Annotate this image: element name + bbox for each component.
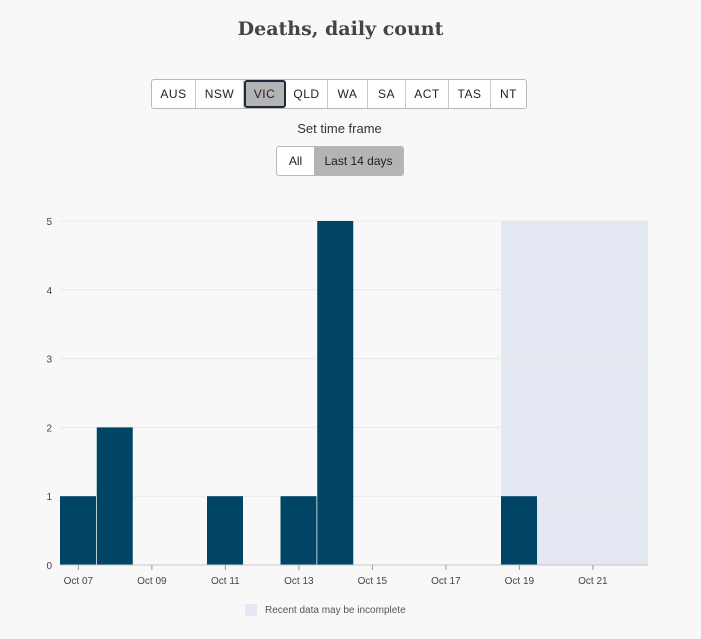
y-tick-label: 1 [46, 492, 52, 503]
region-button-qld[interactable]: QLD [286, 80, 328, 108]
region-button-wa[interactable]: WA [328, 80, 368, 108]
bar-oct-11 [207, 496, 243, 565]
x-tick-label: Oct 11 [211, 576, 240, 587]
region-button-act[interactable]: ACT [406, 80, 449, 108]
x-tick-label: Oct 17 [431, 576, 461, 587]
bar-oct-08 [96, 427, 133, 565]
bar-oct-13 [280, 496, 317, 565]
bar-oct-07 [60, 496, 96, 565]
x-tick-label: Oct 21 [578, 576, 608, 587]
region-button-sa[interactable]: SA [368, 80, 406, 108]
timeframe-button-last-14-days[interactable]: Last 14 days [314, 147, 403, 175]
region-button-aus[interactable]: AUS [152, 80, 196, 108]
legend-incomplete-swatch [245, 604, 257, 616]
legend-label: Recent data may be incomplete [265, 604, 406, 616]
y-tick-label: 3 [46, 355, 52, 366]
x-tick-label: Oct 07 [64, 576, 94, 587]
region-selector: AUS NSW VIC QLD WA SA ACT TAS NT [151, 79, 527, 109]
chart-title: Deaths, daily count [237, 18, 444, 40]
x-tick-label: Oct 15 [358, 576, 388, 587]
y-tick-label: 2 [46, 423, 52, 434]
y-tick-label: 5 [46, 217, 52, 228]
bar-oct-14 [317, 221, 354, 565]
x-tick-label: Oct 19 [505, 576, 535, 587]
region-button-nsw[interactable]: NSW [196, 80, 244, 108]
timeframe-button-all[interactable]: All [288, 154, 303, 168]
bar-oct-19 [501, 496, 537, 565]
x-tick-label: Oct 13 [284, 576, 314, 587]
legend: Recent data may be incomplete [245, 604, 406, 616]
region-button-nt[interactable]: NT [500, 87, 517, 101]
y-tick-label: 0 [46, 561, 52, 572]
x-tick-label: Oct 09 [137, 576, 167, 587]
y-tick-label: 4 [46, 286, 52, 297]
region-button-vic[interactable]: VIC [244, 80, 286, 108]
timeframe-selector: All Last 14 days [276, 146, 404, 176]
timeframe-label: Set time frame [297, 121, 382, 136]
region-button-tas[interactable]: TAS [449, 80, 491, 108]
